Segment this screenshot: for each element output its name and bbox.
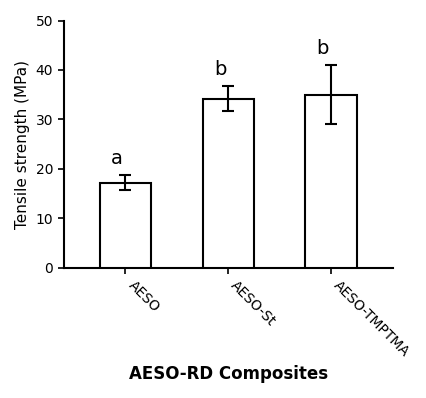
- Text: b: b: [213, 60, 226, 79]
- Bar: [99, 183, 151, 268]
- Bar: [202, 99, 253, 268]
- Bar: [305, 95, 356, 268]
- Text: b: b: [316, 39, 328, 58]
- X-axis label: AESO-RD Composites: AESO-RD Composites: [128, 365, 327, 383]
- Text: a: a: [111, 149, 123, 168]
- Y-axis label: Tensile strength (MPa): Tensile strength (MPa): [15, 60, 30, 229]
